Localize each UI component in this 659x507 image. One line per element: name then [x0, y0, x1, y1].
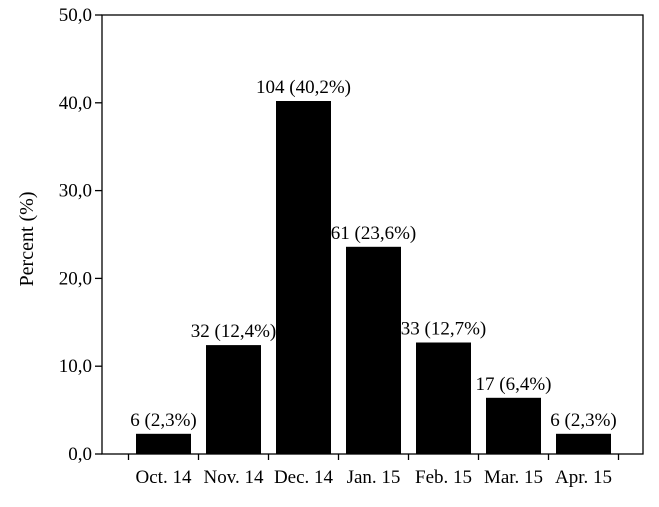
bar: [486, 397, 541, 454]
y-tick-label: 0,0: [68, 444, 92, 465]
bar: [276, 101, 331, 454]
x-tick-label: Mar. 15: [484, 467, 543, 488]
bar: [346, 246, 401, 454]
data-label: 61 (23,6%): [331, 223, 416, 244]
y-tick-label: 50,0: [59, 5, 92, 26]
bar: [136, 433, 191, 454]
data-labels-layer: 6 (2,3%) 32 (12,4%) 104 (40,2%) 61 (23,6%) 3…: [130, 77, 616, 431]
x-tick-label: Feb. 15: [415, 467, 472, 488]
bar: [556, 433, 611, 454]
x-tick-label: Apr. 15: [555, 467, 612, 488]
y-tick-label: 20,0: [59, 268, 92, 289]
x-tick-label: Nov. 14: [204, 467, 264, 488]
data-label: 32 (12,4%): [191, 321, 276, 342]
data-label: 33 (12,7%): [401, 319, 486, 340]
data-label: 104 (40,2%): [256, 77, 351, 98]
y-tick-label: 40,0: [59, 93, 92, 114]
y-tick-label: 10,0: [59, 356, 92, 377]
bars-layer: [136, 101, 611, 454]
axes-layer: Oct. 14 Nov. 14 Dec. 14 Jan. 15 Feb. 15 Mar. …: [59, 5, 644, 488]
x-tick-label: Oct. 14: [136, 467, 192, 488]
x-tick-label: Jan. 15: [347, 467, 401, 488]
data-label: 6 (2,3%): [130, 410, 196, 431]
x-tick-label: Dec. 14: [274, 467, 334, 488]
data-label: 6 (2,3%): [550, 410, 616, 431]
data-label: 17 (6,4%): [476, 374, 552, 395]
bar: [416, 342, 471, 454]
y-tick-label: 30,0: [59, 181, 92, 202]
plot-frame: [101, 14, 644, 455]
bar: [206, 345, 261, 454]
y-axis-title: Percent (%): [16, 192, 38, 287]
